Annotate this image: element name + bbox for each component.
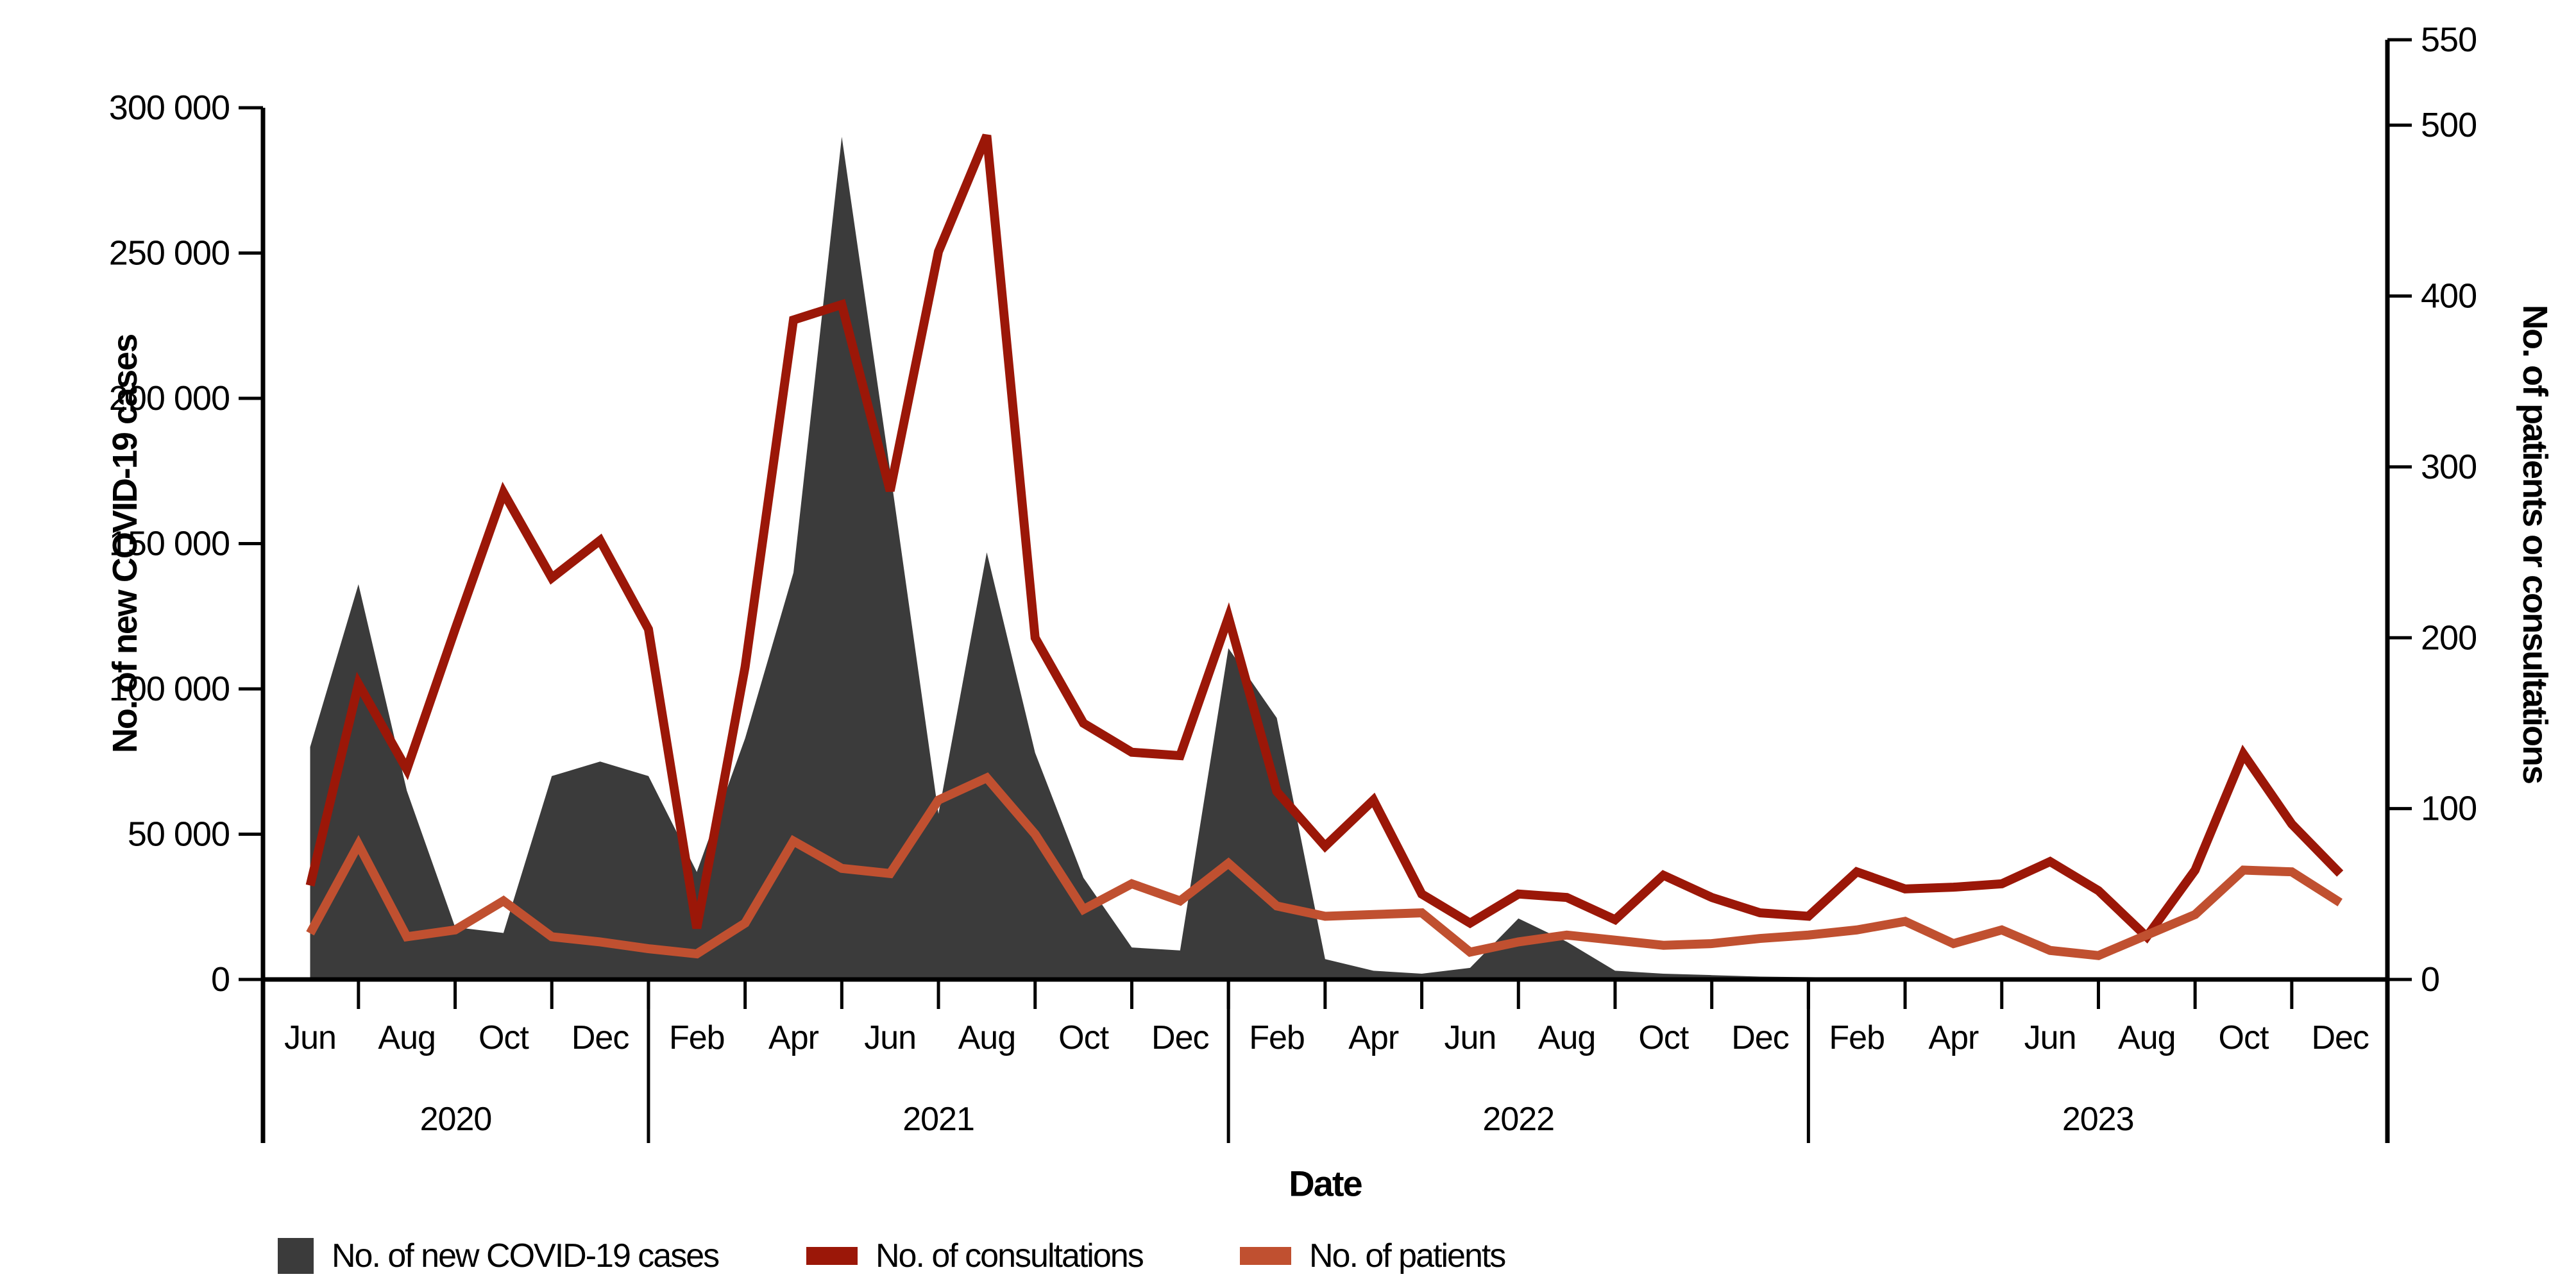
legend-label-patients: No. of patients xyxy=(1309,1237,1506,1275)
legend-label-cases: No. of new COVID-19 cases xyxy=(332,1237,720,1275)
right-tick-label: 300 xyxy=(2421,448,2477,486)
month-label: Feb xyxy=(1829,1019,1885,1056)
left-tick-label: 250 000 xyxy=(109,234,230,273)
right-tick-label: 500 xyxy=(2421,106,2477,144)
left-axis-title: No. of new COVID-19 cases xyxy=(106,334,144,754)
consultations-line-swatch-icon xyxy=(806,1247,858,1265)
right-axis-title: No. of patients or consultations xyxy=(2516,304,2554,784)
patients-line-swatch-icon xyxy=(1240,1247,1291,1265)
legend-item-consultations: No. of consultations xyxy=(806,1230,1144,1282)
month-label: Feb xyxy=(1249,1019,1305,1056)
month-label: Dec xyxy=(2311,1019,2368,1056)
area-cases xyxy=(310,137,2341,979)
right-tick-label: 200 xyxy=(2421,618,2477,657)
cases-area-swatch-icon xyxy=(278,1238,314,1274)
year-label: 2023 xyxy=(2062,1101,2134,1138)
right-tick-label: 550 xyxy=(2421,21,2477,59)
month-label: Dec xyxy=(1731,1019,1788,1056)
month-label: Jun xyxy=(1444,1019,1496,1056)
month-label: Dec xyxy=(572,1019,629,1056)
month-label: Oct xyxy=(1638,1019,1689,1056)
line-consultations xyxy=(305,133,2344,944)
month-label: Dec xyxy=(1151,1019,1208,1056)
month-label: Jun xyxy=(284,1019,336,1056)
month-label: Aug xyxy=(958,1019,1016,1056)
left-tick-label: 200 000 xyxy=(109,379,230,418)
month-label: Feb xyxy=(669,1019,725,1056)
right-tick-label: 100 xyxy=(2421,790,2477,828)
month-label: Aug xyxy=(378,1019,436,1056)
month-label: Aug xyxy=(1538,1019,1596,1056)
x-axis-title: Date xyxy=(1289,1163,1362,1204)
left-tick-label: 50 000 xyxy=(128,815,230,854)
left-tick-label: 100 000 xyxy=(109,670,230,708)
line-patients xyxy=(306,772,2343,960)
legend-label-consultations: No. of consultations xyxy=(876,1237,1144,1275)
month-label: Apr xyxy=(1348,1019,1399,1056)
month-label: Jun xyxy=(864,1019,916,1056)
right-tick-label: 400 xyxy=(2421,277,2477,316)
month-label: Oct xyxy=(479,1019,529,1056)
left-tick-label: 150 000 xyxy=(109,525,230,563)
legend: No. of new COVID-19 cases No. of consult… xyxy=(0,1230,2576,1282)
legend-item-cases: No. of new COVID-19 cases xyxy=(278,1230,720,1282)
month-label: Oct xyxy=(2219,1019,2269,1056)
month-label: Oct xyxy=(1058,1019,1109,1056)
year-label: 2021 xyxy=(902,1101,974,1138)
month-label: Jun xyxy=(2024,1019,2076,1056)
legend-item-patients: No. of patients xyxy=(1240,1230,1506,1282)
month-label: Apr xyxy=(768,1019,819,1056)
year-label: 2022 xyxy=(1482,1101,1554,1138)
right-tick-label: 0 xyxy=(2421,960,2439,999)
month-label: Apr xyxy=(1928,1019,1979,1056)
month-label: Aug xyxy=(2118,1019,2176,1056)
left-tick-label: 300 000 xyxy=(109,89,230,127)
year-label: 2020 xyxy=(420,1101,492,1138)
left-tick-label: 0 xyxy=(211,960,230,999)
